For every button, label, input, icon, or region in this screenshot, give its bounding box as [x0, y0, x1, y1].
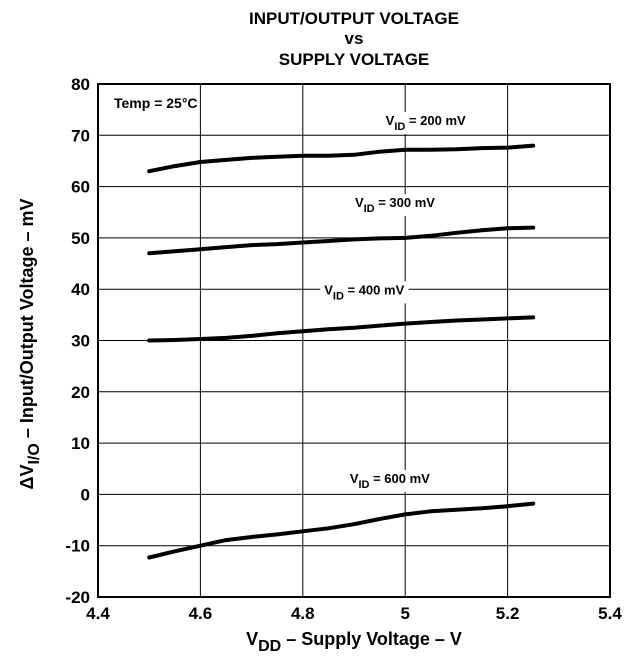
series-label-prefix: V	[355, 195, 364, 210]
y-tick-label: 20	[71, 383, 90, 402]
series-label-background	[345, 470, 435, 493]
chart-title-line-2: vs	[345, 29, 364, 48]
y-axis-label-rest: – Input/Output Voltage – mV	[17, 199, 37, 444]
grid	[98, 84, 610, 597]
tick-labels: 4.4 4.6 4.8 5 5.2 5.4 80 70 60 50 40 30 20 10 0 -10 -20	[65, 75, 622, 623]
y-tick-label: 30	[71, 332, 90, 351]
x-tick-label: 5.4	[598, 604, 622, 623]
series-label-prefix: V	[350, 471, 359, 486]
series-line-3	[147, 315, 536, 343]
series-label-2: VID = 300 mV	[355, 195, 435, 215]
series-label-rest: = 600 mV	[369, 471, 430, 486]
x-tick-label: 5.2	[496, 604, 520, 623]
x-axis-label-prefix: V	[246, 629, 258, 649]
y-tick-label: -10	[65, 537, 90, 556]
y-axis-label-sub: I/O	[26, 443, 43, 464]
series-label-prefix: V	[324, 282, 333, 297]
x-axis-label-rest: – Supply Voltage – V	[281, 629, 462, 649]
series-line-4	[147, 501, 536, 560]
chart-title-line-1: INPUT/OUTPUT VOLTAGE	[249, 9, 459, 28]
series-label-sub: ID	[394, 121, 405, 133]
series-label-rest: = 200 mV	[405, 113, 466, 128]
series-group	[147, 143, 536, 560]
x-tick-label: 4.8	[291, 604, 315, 623]
y-tick-label: 60	[71, 178, 90, 197]
y-tick-label: -20	[65, 588, 90, 607]
series-label-1: VID = 200 mV	[386, 113, 466, 133]
series-label-sub: ID	[333, 290, 344, 302]
y-tick-label: 80	[71, 75, 90, 94]
series-label-rest: = 400 mV	[344, 282, 405, 297]
series-label-3: VID = 400 mV	[324, 282, 404, 302]
x-axis-label: VDD – Supply Voltage – V	[246, 629, 462, 655]
series-label-background	[350, 194, 440, 217]
y-tick-label: 50	[71, 229, 90, 248]
y-tick-label: 10	[71, 434, 90, 453]
y-tick-label: 0	[81, 485, 90, 504]
series-label-background	[320, 281, 409, 304]
y-tick-label: 40	[71, 280, 90, 299]
series-label-sub: ID	[358, 479, 369, 491]
series-label-4: VID = 600 mV	[350, 471, 430, 491]
y-axis-label: ΔVI/O – Input/Output Voltage – mV	[17, 199, 43, 490]
x-tick-label: 4.6	[189, 604, 213, 623]
plot-frame	[97, 83, 611, 598]
x-tick-label: 4.4	[86, 604, 110, 623]
chart-title-line-3: SUPPLY VOLTAGE	[279, 50, 430, 69]
temperature-annotation: Temp = 25°C	[114, 95, 198, 111]
series-label-sub: ID	[364, 203, 375, 215]
series-line-1	[147, 143, 536, 174]
series-line-2	[147, 225, 536, 256]
y-tick-label: 70	[71, 126, 90, 145]
series-label-background	[381, 112, 471, 135]
series-label-prefix: V	[386, 113, 395, 128]
series-label-rest: = 300 mV	[375, 195, 436, 210]
y-axis-label-prefix: ΔV	[17, 465, 37, 490]
x-axis-label-sub: DD	[258, 638, 281, 655]
x-tick-label: 5	[400, 604, 409, 623]
